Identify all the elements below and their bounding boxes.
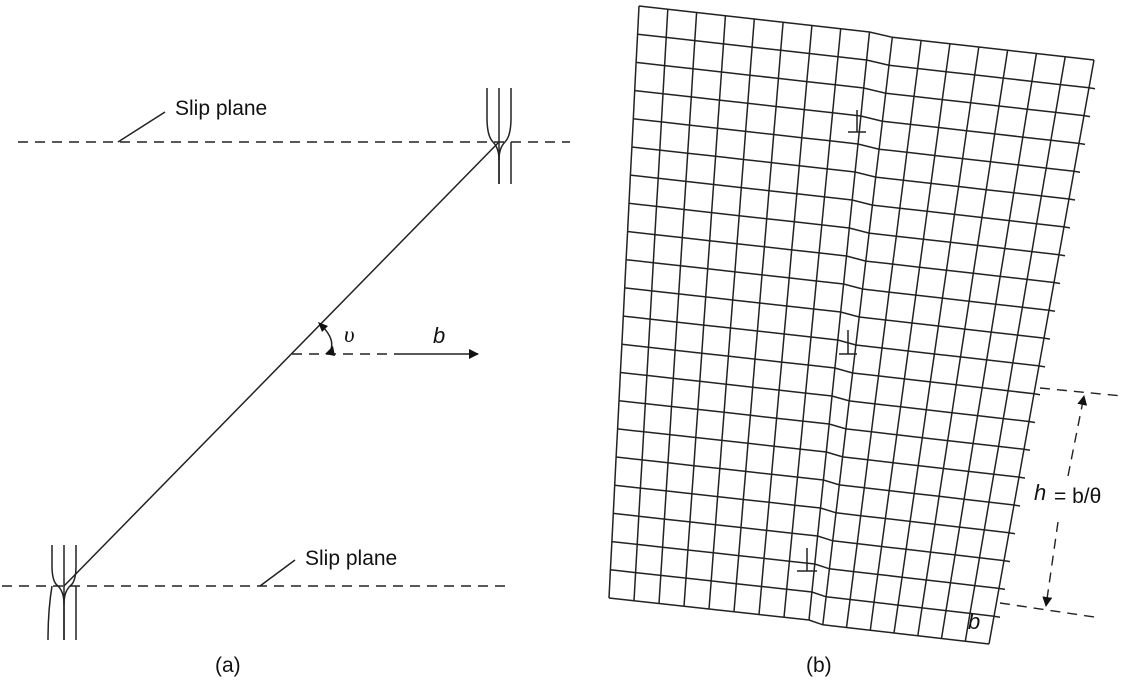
burgers-vector-label: b	[433, 323, 445, 348]
spacing-label-eq: = b/θ	[1054, 485, 1101, 508]
lattice-column	[708, 18, 756, 610]
lattice-column	[893, 46, 980, 634]
lattice-row	[631, 146, 1076, 201]
lattice-column	[683, 15, 727, 607]
lattice-column	[808, 31, 871, 621]
lattice-column	[608, 5, 640, 599]
lattice-row	[611, 540, 1006, 591]
cell-label: b	[968, 609, 980, 634]
lattice-row	[613, 512, 1011, 563]
lattice-row	[627, 230, 1061, 285]
spacing-label-h: h	[1034, 480, 1046, 505]
boundary-dislocations	[797, 110, 866, 572]
spacing-guide-top	[1039, 387, 1123, 397]
angle-symbol: υ	[344, 322, 355, 347]
lattice-row	[618, 399, 1031, 452]
lattice-row	[614, 484, 1016, 535]
lattice-column	[869, 43, 951, 631]
panel-a: Slip plane Slip plane υ b (a)	[2, 88, 570, 677]
boundary-dislocation-1	[848, 110, 866, 133]
lattice-row	[610, 569, 1001, 618]
lattice-row	[636, 61, 1091, 118]
lattice-column	[917, 50, 1009, 636]
lattice-bottom-edge	[608, 597, 990, 645]
spacing-arrow-up	[1067, 395, 1088, 477]
lattice-row	[623, 315, 1046, 368]
lattice-column	[758, 25, 813, 615]
top-slip-plane-leader	[117, 111, 166, 143]
bottom-dislocation-symbol	[47, 545, 77, 641]
lattice-row	[621, 343, 1041, 396]
top-slip-plane-label: Slip plane	[175, 97, 267, 120]
panel-a-caption: (a)	[215, 654, 241, 677]
panel-b: h = b/θ b (b)	[608, 5, 1123, 677]
lattice-column	[658, 12, 698, 604]
lattice-row	[626, 258, 1056, 313]
tilt-boundary-grid	[608, 5, 1096, 645]
angle-arrowhead-top	[318, 322, 328, 332]
lattice-column	[822, 37, 894, 625]
bottom-slip-plane-leader	[259, 559, 296, 587]
spacing-arrow-down	[1042, 521, 1059, 607]
lattice-row	[616, 456, 1021, 507]
lattice-row	[634, 89, 1086, 146]
inclined-dislocation-line	[63, 141, 500, 587]
lattice-row	[633, 118, 1081, 173]
panel-b-caption: (b)	[806, 654, 832, 677]
lattice-row	[630, 174, 1071, 229]
lattice-row	[637, 33, 1096, 90]
lattice-row	[620, 371, 1036, 424]
lattice-row	[628, 202, 1066, 257]
lattice-column	[733, 22, 784, 612]
lattice-column	[964, 56, 1066, 642]
angle-arrowhead-bottom	[325, 346, 335, 356]
lattice-row	[617, 428, 1026, 479]
lattice-column	[783, 28, 842, 618]
lattice-row	[624, 287, 1051, 340]
lattice-column	[988, 59, 1095, 645]
boundary-dislocation-2	[839, 330, 857, 355]
lattice-top-edge	[638, 5, 1095, 61]
spacing-guide-bottom	[999, 602, 1095, 618]
boundary-dislocation-3	[797, 548, 817, 572]
top-dislocation-symbol	[486, 88, 512, 184]
lattice-column	[940, 53, 1038, 639]
lattice-column	[845, 40, 922, 628]
lattice-column	[633, 9, 669, 601]
bottom-slip-plane-label: Slip plane	[305, 547, 397, 570]
